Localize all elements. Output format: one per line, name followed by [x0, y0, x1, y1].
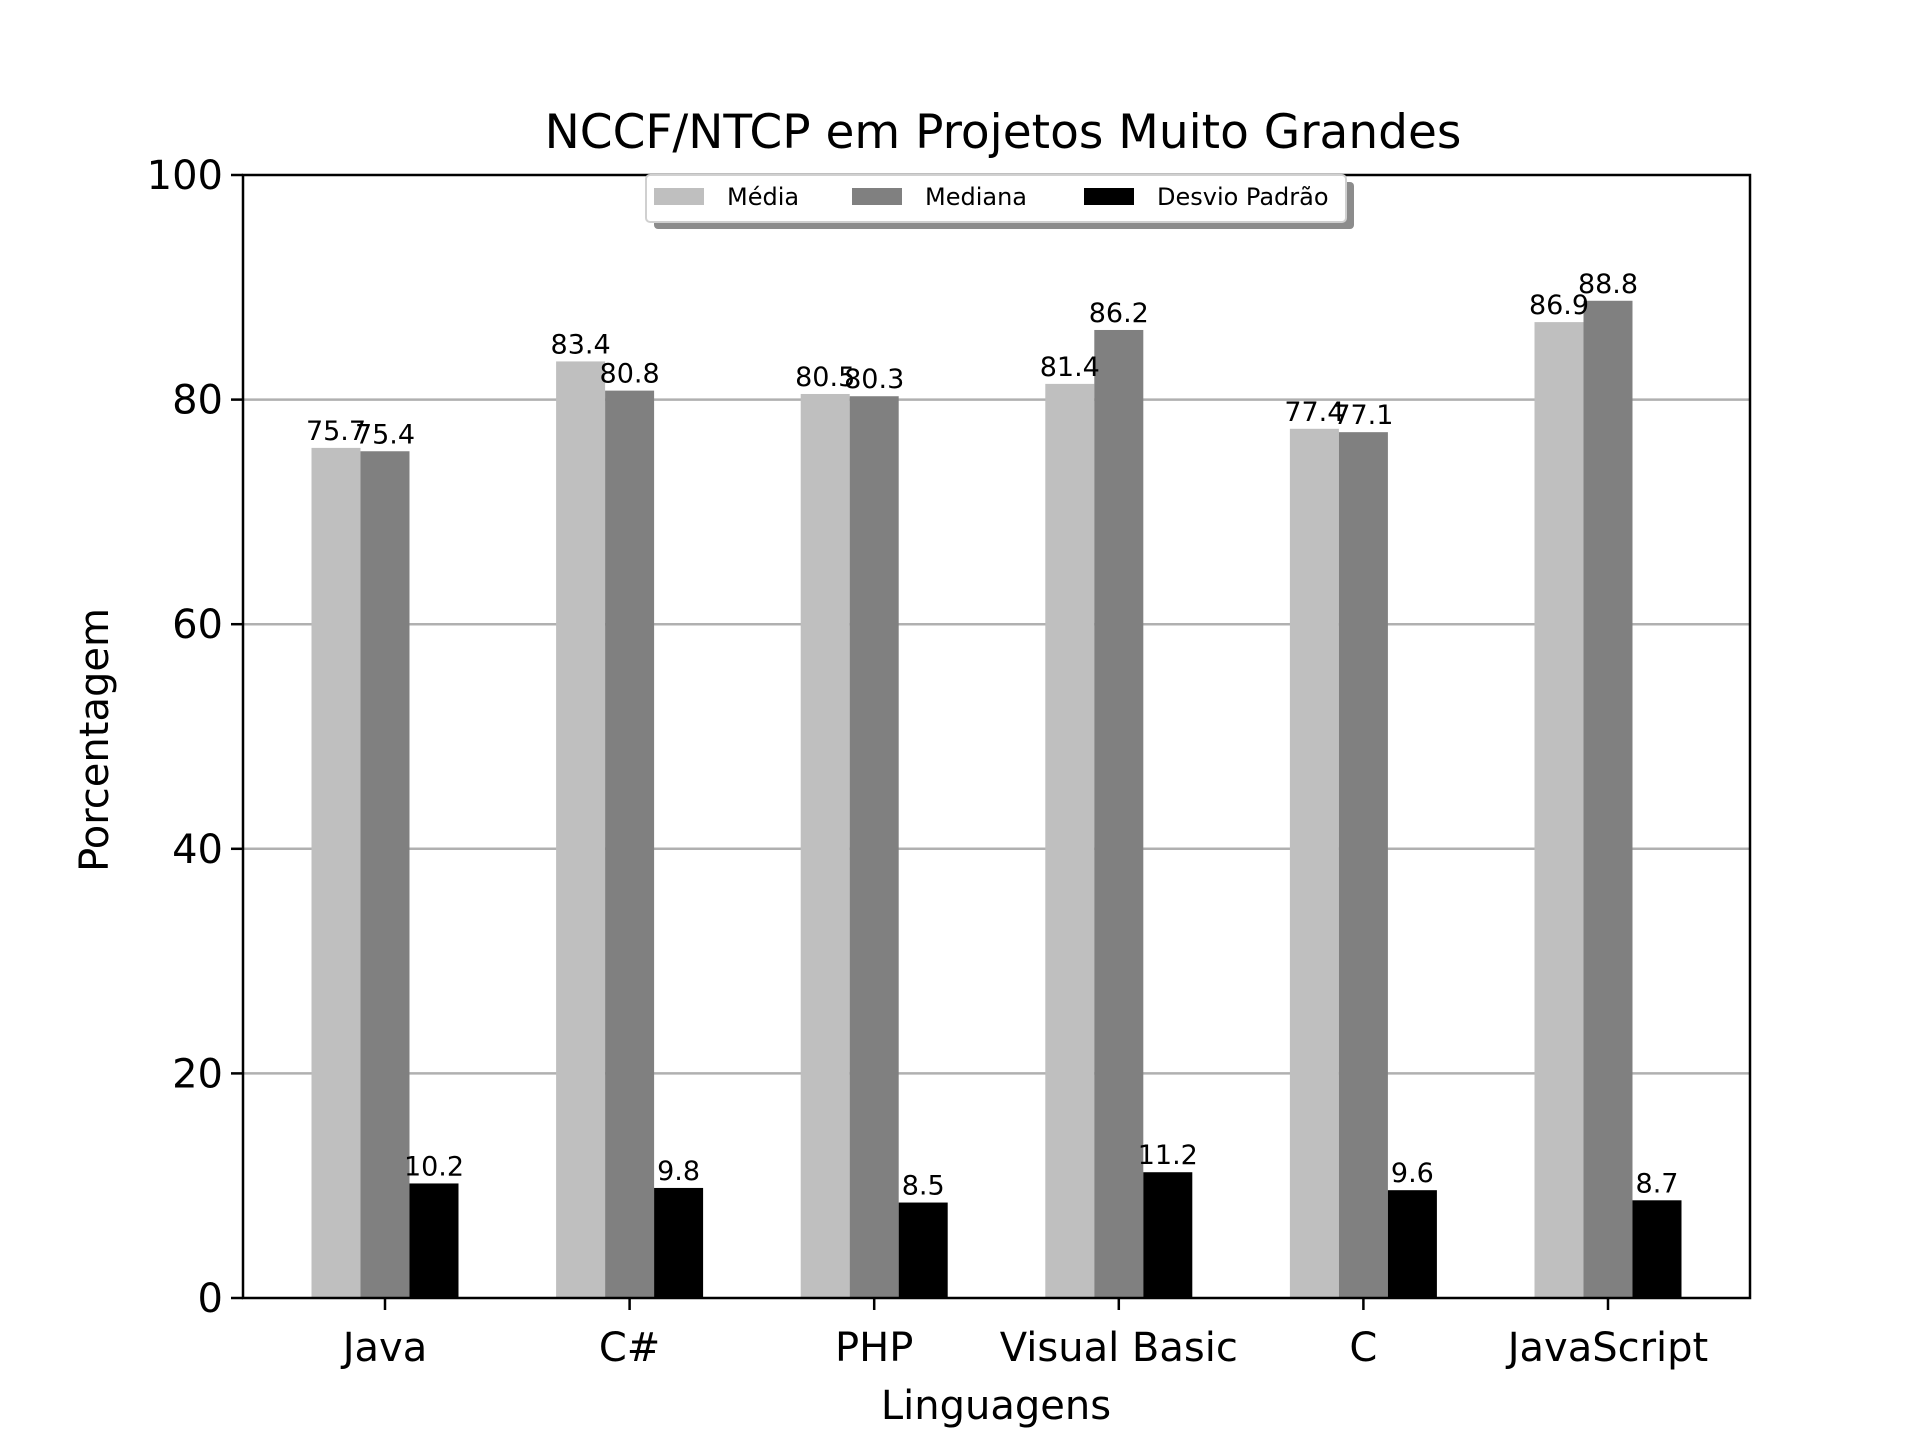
- x-tick-label: Java: [340, 1325, 428, 1371]
- bar: [1094, 329, 1144, 1298]
- bar-value-label: 83.4: [551, 329, 611, 360]
- legend-label: Mediana: [925, 183, 1027, 211]
- bar: [1583, 300, 1633, 1298]
- bar-value-label: 75.4: [355, 419, 415, 450]
- bar: [1289, 428, 1339, 1299]
- bars: [311, 300, 1682, 1299]
- bar: [1338, 432, 1388, 1298]
- bar-value-label: 86.2: [1089, 298, 1149, 329]
- y-tick-label: 0: [198, 1276, 223, 1322]
- y-axis-label: Porcentagem: [72, 608, 118, 872]
- bar-value-label: 80.3: [844, 364, 904, 395]
- bar-value-label: 11.2: [1138, 1140, 1198, 1171]
- bar: [849, 396, 899, 1299]
- bar: [1387, 1190, 1437, 1298]
- x-tick-label: C: [1349, 1325, 1377, 1371]
- bar: [409, 1183, 459, 1298]
- bar: [311, 447, 361, 1298]
- bar-value-label: 86.9: [1529, 290, 1589, 321]
- x-axis: Java C# PHP Visual Basic C JavaScript: [340, 1298, 1709, 1371]
- legend-swatch: [1084, 188, 1134, 205]
- bar-value-label: 77.1: [1333, 400, 1393, 431]
- grid-lines: [243, 398, 1750, 1075]
- y-tick-label: 40: [172, 827, 223, 873]
- y-tick-label: 20: [172, 1051, 223, 1097]
- plot-frame: [241, 173, 1752, 1300]
- y-tick-label: 60: [172, 602, 223, 648]
- legend-swatch: [654, 188, 704, 205]
- bar: [1045, 383, 1095, 1298]
- bar: [1534, 322, 1584, 1298]
- bar-value-label: 81.4: [1040, 352, 1100, 383]
- x-tick-label: Visual Basic: [1000, 1325, 1238, 1371]
- x-tick-label: JavaScript: [1505, 1325, 1709, 1371]
- legend-box: [645, 174, 1347, 223]
- bar: [800, 393, 850, 1298]
- legend-label: Desvio Padrão: [1157, 183, 1329, 211]
- bar-value-label: 75.7: [306, 416, 366, 447]
- chart-title: NCCF/NTCP em Projetos Muito Grandes: [545, 105, 1462, 160]
- bar-value-label: 9.6: [1391, 1158, 1434, 1189]
- bar-value-label: 88.8: [1578, 269, 1638, 300]
- y-tick-label: 80: [172, 378, 223, 424]
- x-axis-label: Linguagens: [881, 1383, 1111, 1429]
- bar: [1143, 1172, 1193, 1298]
- legend-swatch: [852, 188, 902, 205]
- bar-value-label: 8.7: [1636, 1168, 1679, 1199]
- bar: [898, 1202, 948, 1298]
- bar: [360, 451, 410, 1298]
- bar: [605, 390, 655, 1299]
- x-tick-label: C#: [599, 1325, 660, 1371]
- legend: Média Mediana Desvio Padrão: [645, 174, 1354, 229]
- y-axis: 0 20 40 60 80 100: [147, 153, 243, 1322]
- bar-value-label: 10.2: [404, 1151, 464, 1182]
- bar-value-label: 9.8: [657, 1156, 700, 1187]
- bar: [1632, 1200, 1682, 1298]
- bar-value-label: 80.5: [795, 362, 855, 393]
- data-labels: 75.775.4 10.2 83.480.8 9.8 80.580.3 8.5 81.4 86…: [306, 269, 1679, 1202]
- x-tick-label: PHP: [835, 1325, 913, 1371]
- bar-value-label: 80.8: [600, 359, 660, 390]
- bar: [654, 1187, 704, 1298]
- bar-value-label: 77.4: [1284, 397, 1344, 428]
- legend-label: Média: [727, 183, 799, 211]
- bar: [556, 361, 606, 1299]
- y-tick-label: 100: [147, 153, 223, 199]
- bar-value-label: 8.5: [902, 1171, 945, 1202]
